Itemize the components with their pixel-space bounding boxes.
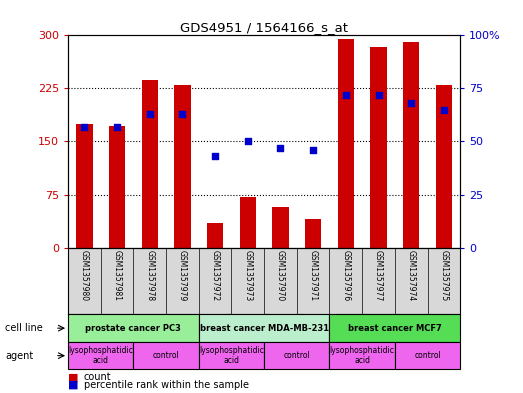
Bar: [264, 342, 329, 369]
Bar: [329, 314, 460, 342]
Text: GSM1357974: GSM1357974: [407, 250, 416, 301]
Point: [342, 92, 350, 98]
Bar: [207, 223, 223, 248]
Text: GSM1357972: GSM1357972: [211, 250, 220, 301]
Text: lysophosphatidic
acid: lysophosphatidic acid: [329, 346, 395, 365]
Text: GSM1357971: GSM1357971: [309, 250, 317, 301]
Bar: [199, 314, 329, 342]
Text: GSM1357978: GSM1357978: [145, 250, 154, 301]
Bar: [403, 42, 419, 248]
Bar: [68, 342, 133, 369]
Bar: [199, 342, 264, 369]
Point: [309, 147, 317, 153]
Bar: [395, 342, 460, 369]
Point: [211, 153, 219, 160]
Text: GSM1357970: GSM1357970: [276, 250, 285, 301]
Bar: [370, 48, 386, 248]
Bar: [272, 207, 289, 248]
Point: [440, 107, 448, 113]
Bar: [329, 342, 395, 369]
Text: GSM1357975: GSM1357975: [439, 250, 448, 301]
Text: prostate cancer PC3: prostate cancer PC3: [85, 324, 181, 332]
Text: count: count: [84, 372, 111, 382]
Text: breast cancer MDA-MB-231: breast cancer MDA-MB-231: [200, 324, 328, 332]
Bar: [68, 314, 199, 342]
Bar: [76, 124, 93, 248]
Title: GDS4951 / 1564166_s_at: GDS4951 / 1564166_s_at: [180, 21, 348, 34]
Text: control: control: [283, 351, 310, 360]
Text: ■: ■: [68, 372, 78, 382]
Point: [80, 123, 88, 130]
Bar: [133, 342, 199, 369]
Bar: [338, 39, 354, 248]
Point: [178, 111, 187, 117]
Point: [145, 111, 154, 117]
Bar: [436, 85, 452, 248]
Bar: [240, 196, 256, 248]
Point: [276, 145, 285, 151]
Text: GSM1357981: GSM1357981: [112, 250, 121, 301]
Point: [113, 123, 121, 130]
Text: breast cancer MCF7: breast cancer MCF7: [348, 324, 442, 332]
Text: percentile rank within the sample: percentile rank within the sample: [84, 380, 248, 390]
Text: GSM1357979: GSM1357979: [178, 250, 187, 301]
Point: [374, 92, 383, 98]
Text: lysophosphatidic
acid: lysophosphatidic acid: [199, 346, 264, 365]
Text: control: control: [153, 351, 179, 360]
Bar: [142, 80, 158, 248]
Text: cell line: cell line: [5, 323, 43, 333]
Point: [244, 138, 252, 145]
Bar: [109, 126, 125, 248]
Text: GSM1357980: GSM1357980: [80, 250, 89, 301]
Text: control: control: [414, 351, 441, 360]
Text: ■: ■: [68, 380, 78, 390]
Point: [407, 100, 415, 107]
Bar: [174, 85, 190, 248]
Text: agent: agent: [5, 351, 33, 361]
Text: GSM1357976: GSM1357976: [342, 250, 350, 301]
Text: GSM1357977: GSM1357977: [374, 250, 383, 301]
Text: lysophosphatidic
acid: lysophosphatidic acid: [68, 346, 133, 365]
Bar: [305, 219, 321, 248]
Text: GSM1357973: GSM1357973: [243, 250, 252, 301]
